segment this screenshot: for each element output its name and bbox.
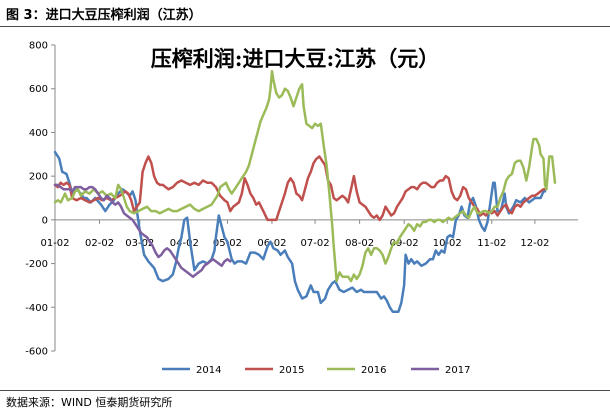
legend: 2014 2015 2016 2017 [162, 365, 470, 376]
x-tick-label: 03-02 [125, 238, 154, 249]
x-tick-label: 04-02 [170, 238, 199, 249]
caption-divider [0, 26, 610, 27]
series-line-2015 [53, 155, 547, 222]
x-tick-label: 08-02 [345, 238, 374, 249]
y-tick-label: -600 [25, 347, 48, 358]
x-tick-label: 02-02 [85, 238, 114, 249]
x-tick-label: 12-02 [520, 238, 549, 249]
legend-label-2017: 2017 [445, 365, 470, 376]
y-tick-label: 400 [29, 128, 48, 139]
x-tick-label: 01-02 [40, 238, 69, 249]
y-tick-label: 0 [42, 215, 48, 226]
series-line-2016 [53, 69, 557, 283]
x-tick-label: 09-02 [390, 238, 419, 249]
figure-caption: 图 3：进口大豆压榨利润（江苏） [6, 8, 202, 23]
legend-label-2016: 2016 [361, 365, 386, 376]
series-line-2014 [53, 150, 547, 313]
source-note: 数据来源：WIND 恒泰期货研究所 [6, 396, 173, 409]
x-tick-label: 11-02 [477, 238, 506, 249]
y-tick-label: 600 [29, 84, 48, 95]
series-line-2017 [53, 183, 232, 278]
y-tick-label: -200 [25, 259, 48, 270]
legend-label-2014: 2014 [196, 365, 221, 376]
series-group [53, 69, 557, 313]
source-divider [0, 390, 610, 391]
chart-title: 压榨利润:进口大豆:江苏（元） [151, 46, 440, 71]
y-tick-label: 200 [29, 172, 48, 183]
y-tick-label: 800 [29, 41, 48, 52]
legend-label-2015: 2015 [279, 365, 304, 376]
x-tick-label: 07-02 [301, 238, 330, 249]
y-tick-label: -400 [25, 303, 48, 314]
